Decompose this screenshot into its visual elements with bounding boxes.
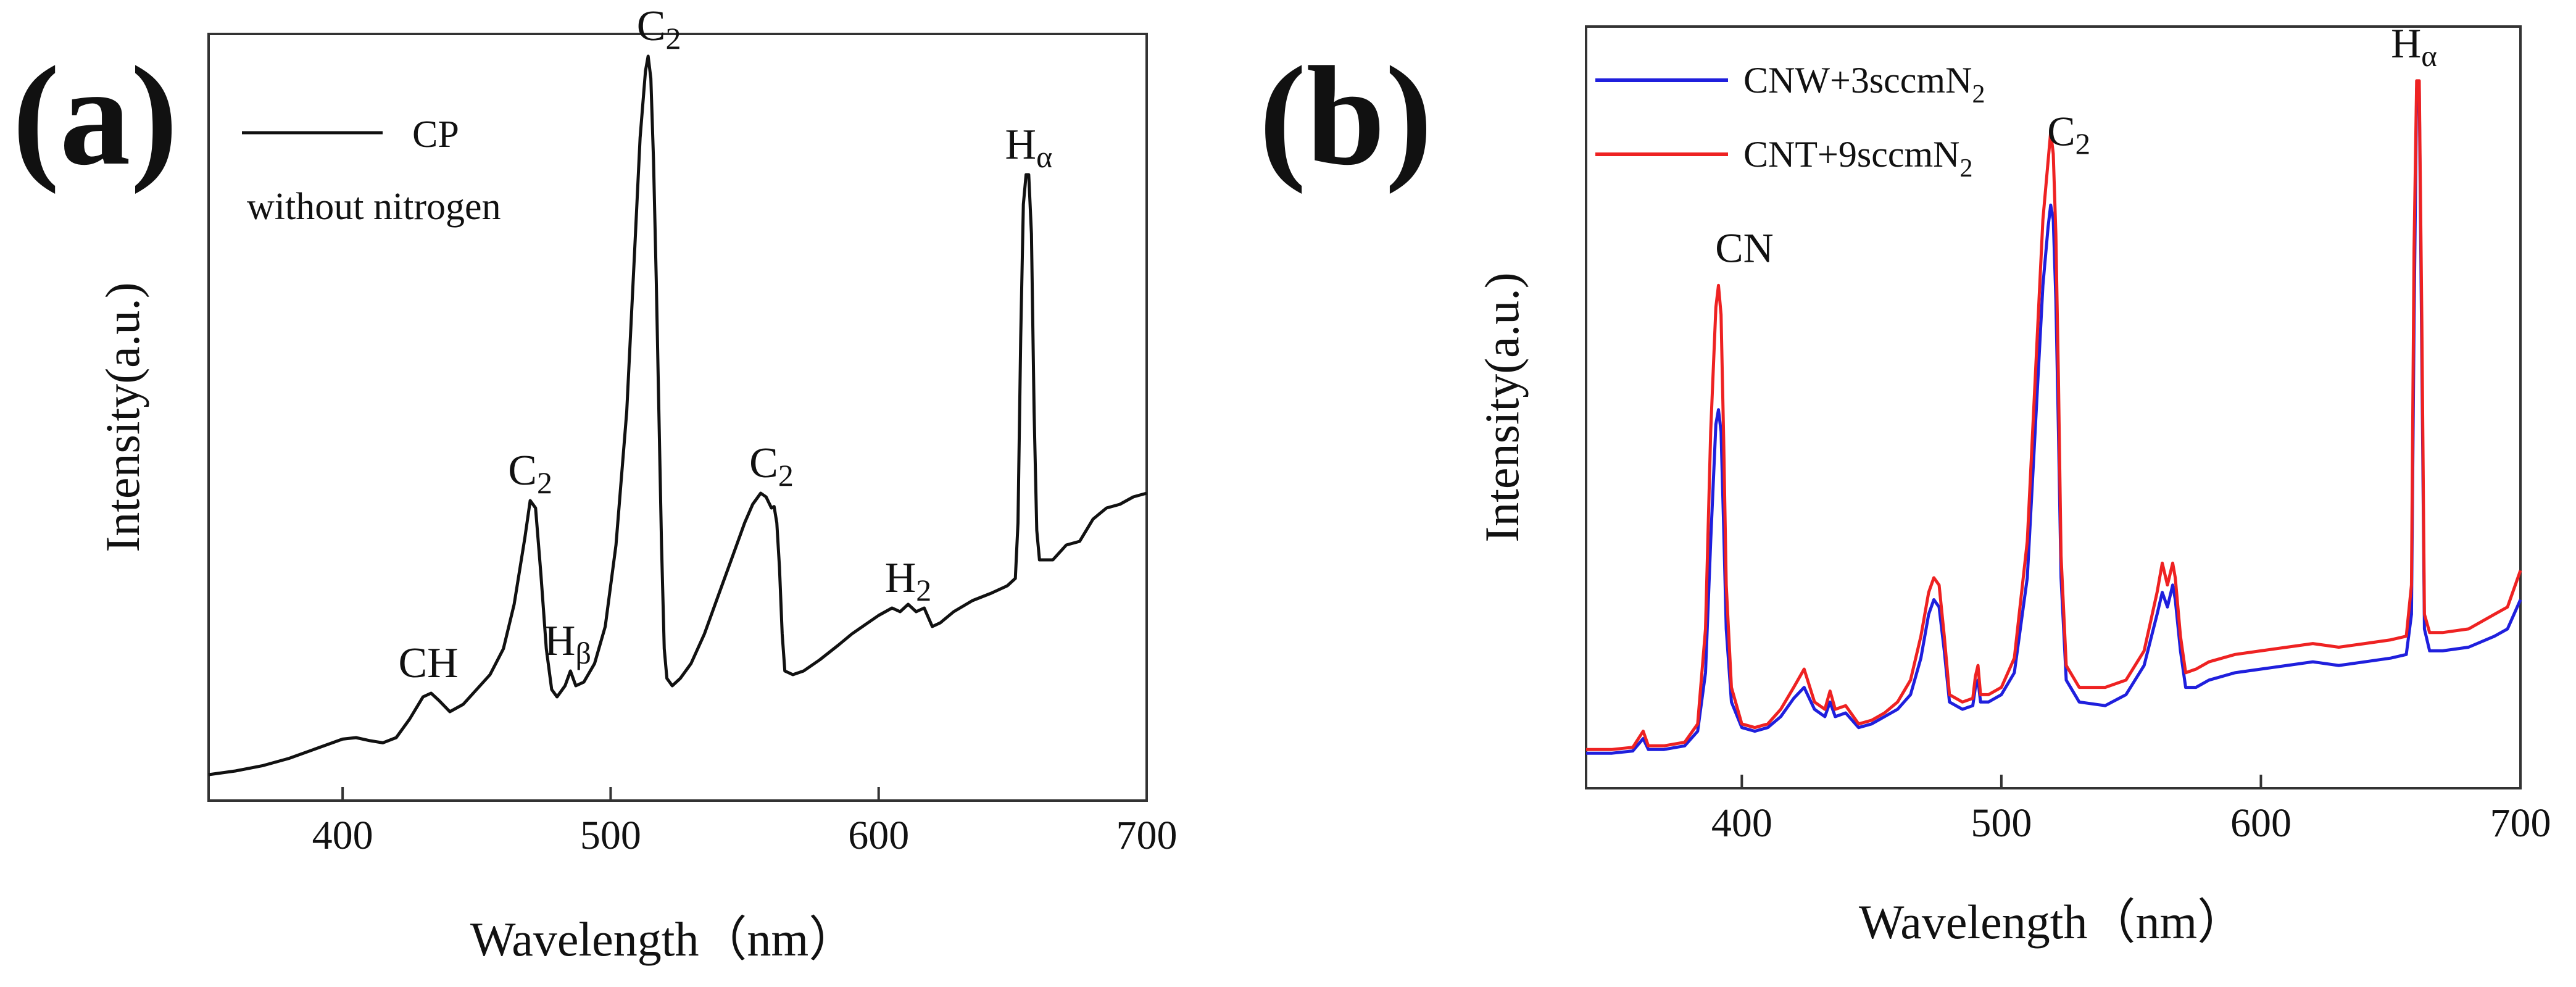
panel-a-x-tick-label-400: 400 (312, 813, 373, 858)
panel-a-y-axis-label: Intensity(a.u.) (96, 282, 149, 552)
panel-a-annotation-5-sub: 2 (916, 573, 931, 607)
panel-a-annotation-5: H2 (885, 554, 932, 607)
panel-a-legend: CP without nitrogen (242, 114, 501, 228)
panel-b-series-cnt-line (1586, 79, 2522, 751)
panel-b-legend-cnw-sub: 2 (1972, 80, 1985, 109)
panel-b-annotation-1: C2 (2047, 107, 2090, 160)
panel-a-annotation-2-text: H (544, 617, 576, 665)
panel-a-x-tick-label-600: 600 (848, 813, 909, 858)
panel-b-legend-cnw-text: CNW+3sccmN (1743, 60, 1972, 101)
panel-a-x-axis-label: Wavelength（nm） (470, 912, 857, 966)
panel-a-annotation-3-sub: 2 (665, 21, 681, 56)
panel-a-series-cp-line (208, 54, 1147, 777)
panel-b-annotation-0-text: CN (1715, 225, 1773, 272)
panel-a-annotation-2-sub: β (575, 636, 591, 670)
panel-b-legend-cnt-text: CNT+9sccmN (1743, 134, 1959, 175)
panel-b-legend-item-cnt: CNT+9sccmN2 (1743, 134, 1972, 183)
panel-a-x-tick-label-500: 500 (580, 813, 641, 858)
panel-a-annotation-4: C2 (749, 439, 794, 493)
panel-b-annotation-1-sub: 2 (2075, 127, 2091, 160)
panel-a-annotation-6: Hα (1005, 121, 1053, 174)
panel-b-annotation-2-text: H (2391, 20, 2421, 67)
panel-b-frame (1585, 25, 2522, 789)
panel-b-annotation-2-sub: α (2421, 39, 2437, 73)
panel-a-x-ticks: 400 500 600 700 (312, 787, 1178, 858)
panel-b-x-tick-label-700: 700 (2490, 801, 2551, 846)
panel-a-annotation-6-sub: α (1036, 140, 1052, 174)
panel-b-annotation-2: Hα (2391, 20, 2437, 73)
panel-a-annotation-5-text: H (885, 554, 916, 602)
panel-a-legend-label: CP (412, 114, 459, 156)
panel-a-legend-extra: without nitrogen (247, 186, 501, 228)
panel-b-x-ticks: 400 500 600 700 (1711, 775, 2551, 846)
panel-a-label: (a) (12, 37, 178, 194)
panel-a-frame (207, 33, 1148, 802)
panel-b-x-tick-label-500: 500 (1971, 801, 2032, 846)
panel-a-x-tick-label-700: 700 (1116, 813, 1178, 858)
panel-a-annotation-3-text: C (637, 2, 666, 50)
panel-a-annotation-3: C2 (637, 2, 681, 56)
panel-a-annotation-4-sub: 2 (778, 458, 794, 493)
panel-b-label: (b) (1259, 37, 1432, 194)
panel-a-annotation-1: C2 (508, 447, 552, 500)
panel-b-legend-item-cnw: CNW+3sccmN2 (1743, 60, 1985, 109)
panel-b-y-axis-label: Intensity(a.u.) (1475, 272, 1529, 543)
panel-a-annotation-4-text: C (749, 439, 778, 487)
panel-a-annotation-0: CH (398, 639, 458, 687)
panel-a-annotation-1-sub: 2 (537, 465, 552, 500)
panel-a-annotation-0-text: CH (398, 639, 458, 687)
panel-b-legend-cnt-sub: 2 (1959, 154, 1972, 183)
panel-b-x-tick-label-400: 400 (1711, 801, 1772, 846)
panel-a-annotation-6-text: H (1005, 121, 1037, 169)
panel-b-legend: CNW+3sccmN2 CNT+9sccmN2 (1595, 60, 1985, 183)
panel-a-annotation-1-text: C (508, 447, 537, 494)
panel-b-annotation-0: CN (1715, 225, 1773, 272)
panel-b-annotation-1-text: C (2047, 107, 2075, 154)
panel-a-annotation-2: Hβ (544, 617, 591, 670)
panel-b-x-tick-label-600: 600 (2230, 801, 2291, 846)
panel-b-x-axis-label: Wavelength（nm） (1859, 895, 2245, 949)
